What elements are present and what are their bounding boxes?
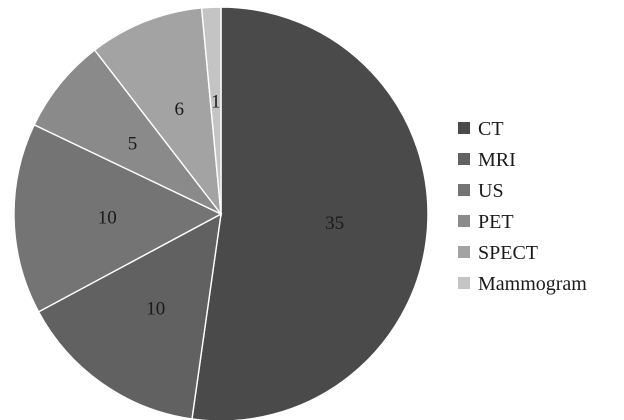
legend-label-spect: SPECT (478, 242, 538, 264)
pie-data-labels: 35 10 10 5 6 1 (98, 91, 344, 319)
legend-swatch-spect (458, 246, 470, 258)
data-label-pet: 5 (128, 133, 138, 154)
pie-slice-spect (93, 7, 222, 217)
legend-label-us: US (478, 180, 504, 202)
pie-slice-ct (191, 6, 429, 420)
pie-slice-us (13, 123, 223, 313)
legend: CT MRI US PET SPECT Mammogram (458, 118, 587, 295)
pie-slices (13, 6, 429, 420)
legend-swatch-ct (458, 122, 470, 134)
pie-slice-mammogram (200, 6, 222, 215)
pie-slice-pet (33, 49, 222, 215)
data-label-mri: 10 (146, 298, 165, 319)
legend-swatch-mammogram (458, 277, 470, 289)
data-label-spect: 6 (175, 99, 185, 120)
legend-label-pet: PET (478, 211, 514, 233)
data-label-mammogram: 1 (211, 91, 221, 112)
pie-slice-mri (37, 212, 222, 420)
data-label-us: 10 (98, 208, 117, 229)
legend-swatch-pet (458, 215, 470, 227)
legend-swatch-mri (458, 153, 470, 165)
legend-label-mri: MRI (478, 149, 516, 171)
legend-label-mammogram: Mammogram (478, 273, 587, 295)
legend-swatch-us (458, 184, 470, 196)
legend-label-ct: CT (478, 118, 504, 140)
data-label-ct: 35 (325, 213, 344, 234)
